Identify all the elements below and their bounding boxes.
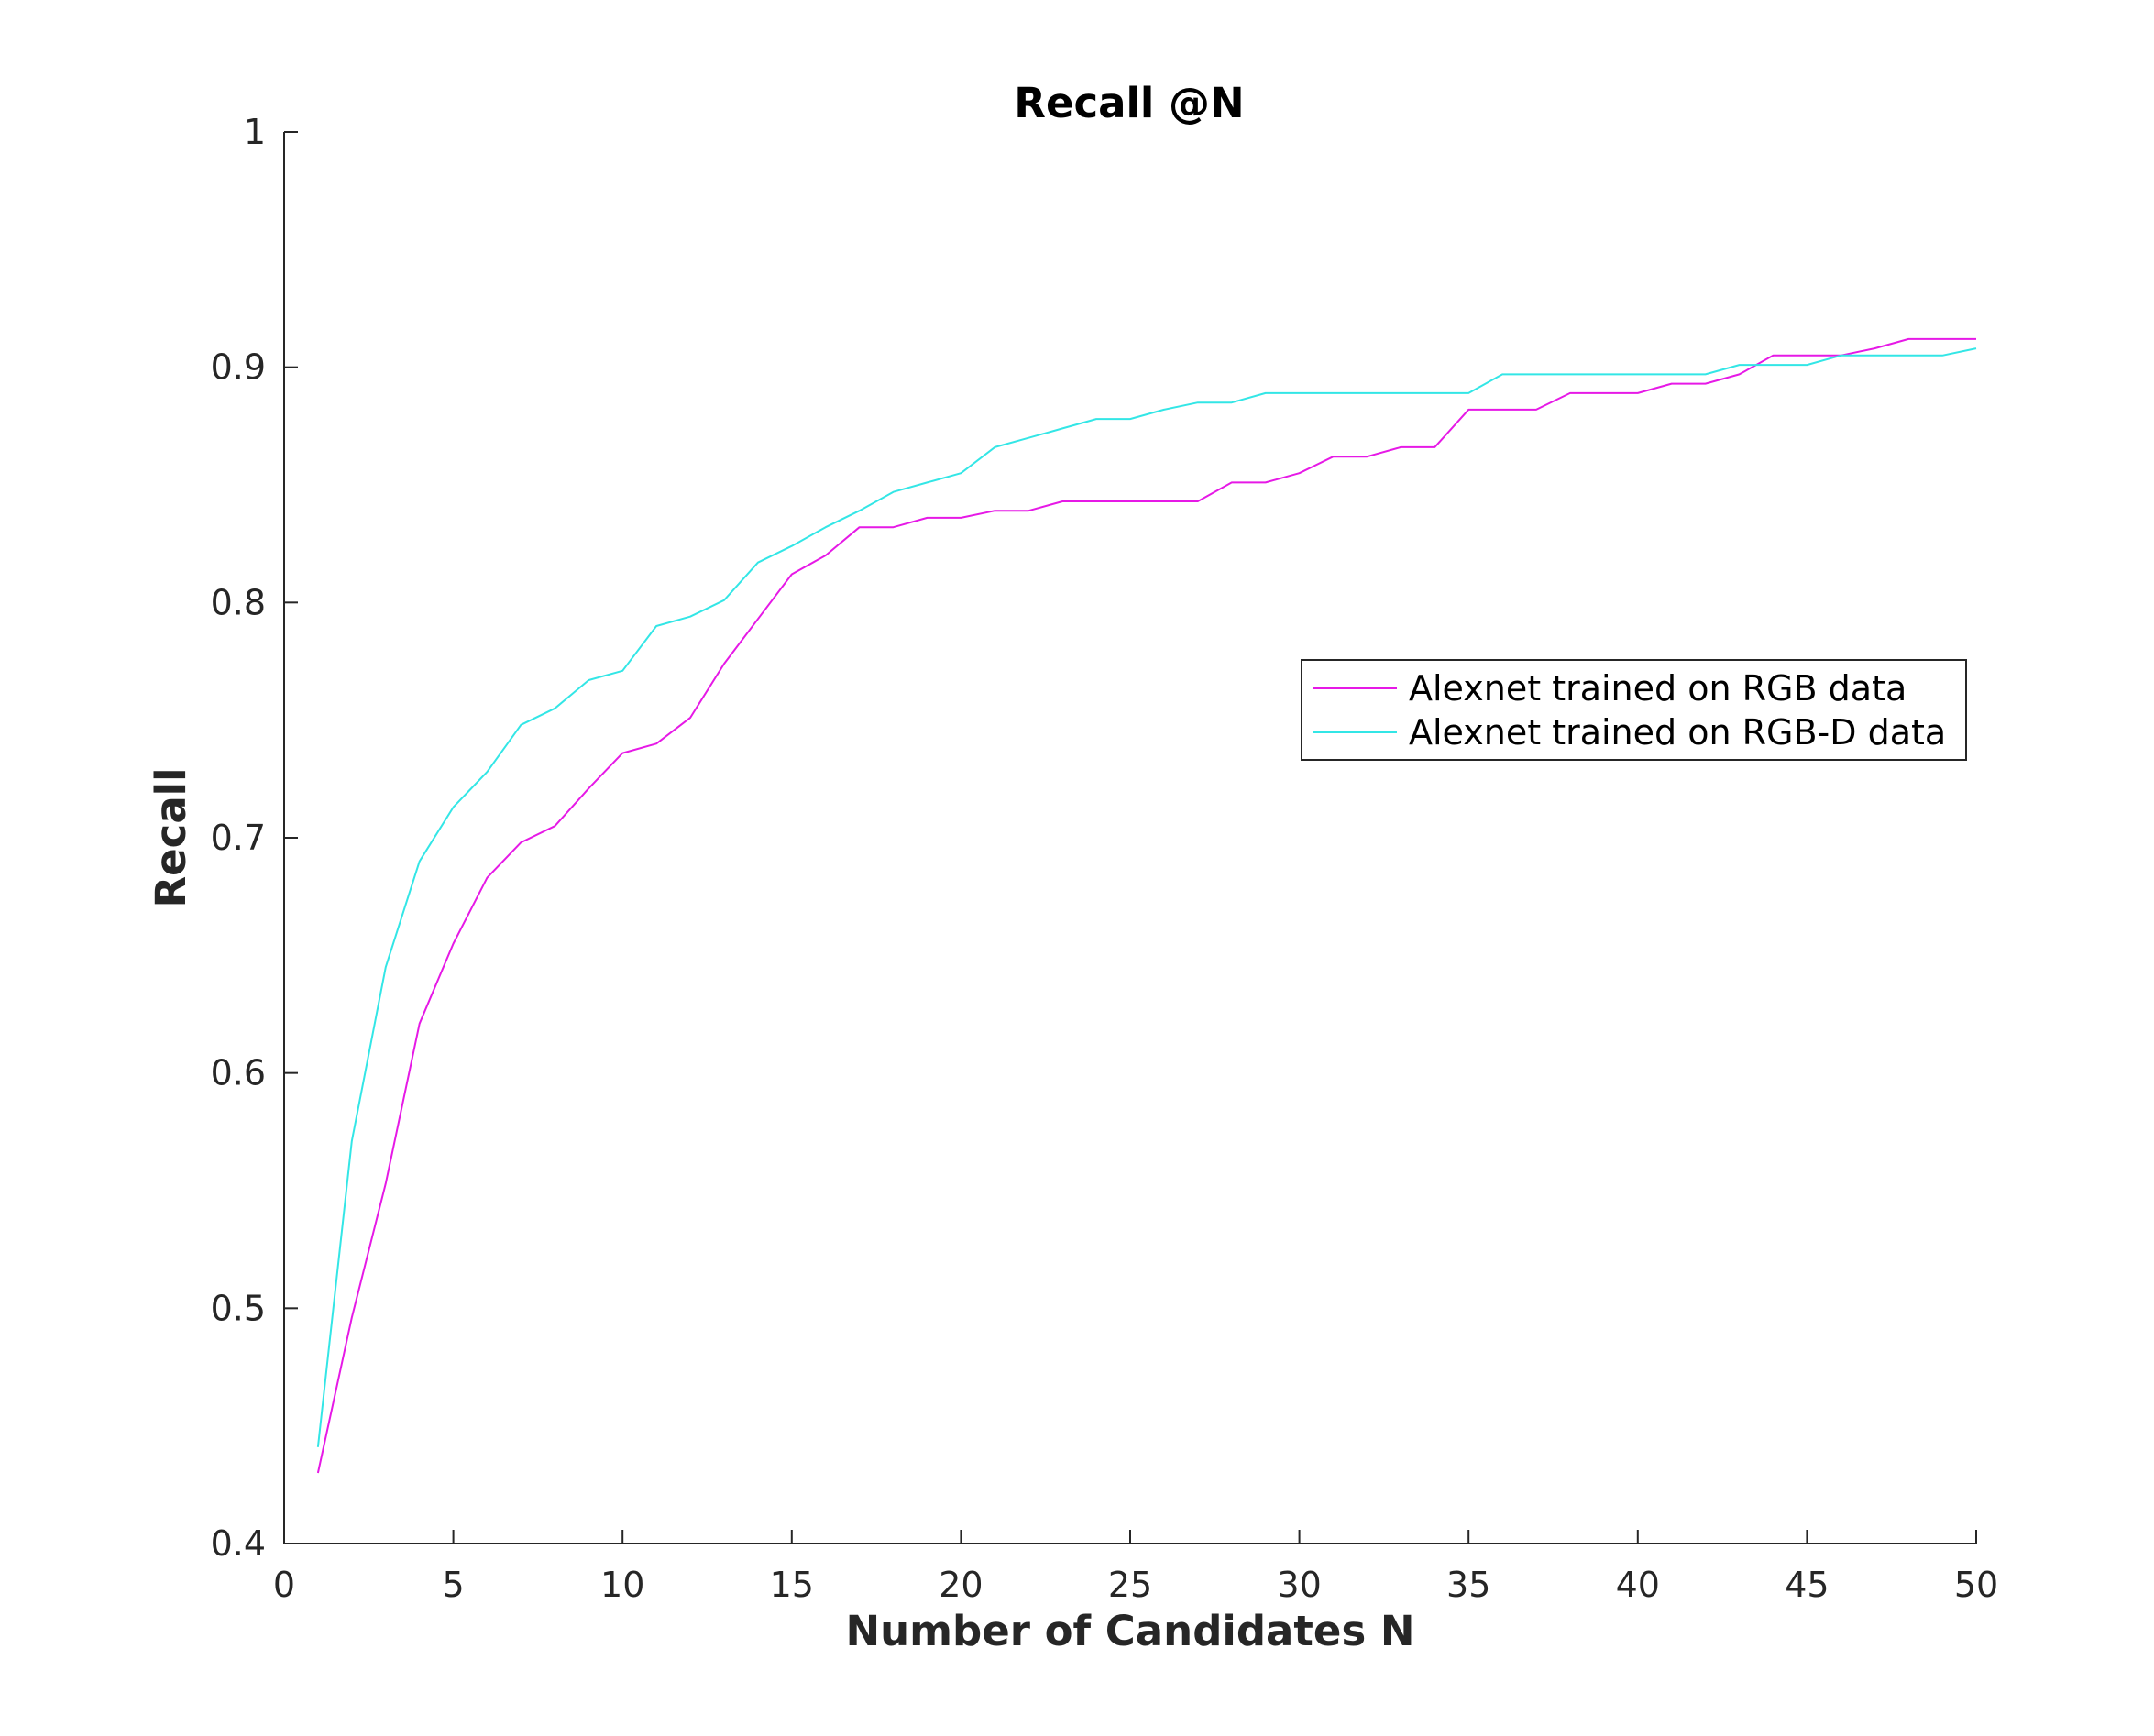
series-line-rgbd bbox=[316, 347, 1977, 1447]
y-tick-label: 0.7 bbox=[211, 818, 266, 858]
y-tick-label: 0.6 bbox=[211, 1053, 266, 1093]
x-tick-label: 45 bbox=[1785, 1565, 1829, 1605]
plot-axes: 0 5 10 15 20 25 30 35 40 45 50 0.4 0.5 0.6 0.7 0.8 0.9 1 bbox=[211, 112, 1999, 1605]
x-tick-label: 5 bbox=[443, 1565, 465, 1605]
x-tick-label: 25 bbox=[1108, 1565, 1152, 1605]
series-line-rgb bbox=[316, 337, 1976, 1474]
x-ticks: 0 5 10 15 20 25 30 35 40 45 50 bbox=[273, 1530, 1998, 1605]
x-tick-label: 0 bbox=[273, 1565, 295, 1605]
series-lines bbox=[316, 337, 1977, 1474]
x-tick-label: 35 bbox=[1446, 1565, 1490, 1605]
y-ticks: 0.4 0.5 0.6 0.7 0.8 0.9 1 bbox=[211, 112, 298, 1564]
x-tick-label: 50 bbox=[1954, 1565, 1998, 1605]
chart-title: Recall @N bbox=[1014, 79, 1244, 127]
legend-label-rgbd: Alexnet trained on RGB-D data bbox=[1409, 712, 1946, 753]
y-tick-label: 0.4 bbox=[211, 1523, 266, 1564]
legend-box bbox=[1301, 659, 1967, 761]
y-axis-title: Recall bbox=[147, 767, 195, 907]
x-tick-label: 20 bbox=[939, 1565, 983, 1605]
x-axis-title: Number of Candidates N bbox=[845, 1607, 1414, 1655]
y-tick-label: 0.5 bbox=[211, 1288, 266, 1328]
legend: Alexnet trained on RGB data Alexnet trai… bbox=[1301, 659, 1967, 761]
y-tick-label: 0.8 bbox=[211, 582, 266, 622]
x-tick-label: 30 bbox=[1277, 1565, 1321, 1605]
legend-label-rgb: Alexnet trained on RGB data bbox=[1409, 668, 1907, 709]
x-tick-label: 40 bbox=[1616, 1565, 1660, 1605]
x-tick-label: 10 bbox=[600, 1565, 644, 1605]
y-tick-label: 1 bbox=[244, 112, 266, 152]
x-tick-label: 15 bbox=[770, 1565, 814, 1605]
y-tick-label: 0.9 bbox=[211, 347, 266, 388]
